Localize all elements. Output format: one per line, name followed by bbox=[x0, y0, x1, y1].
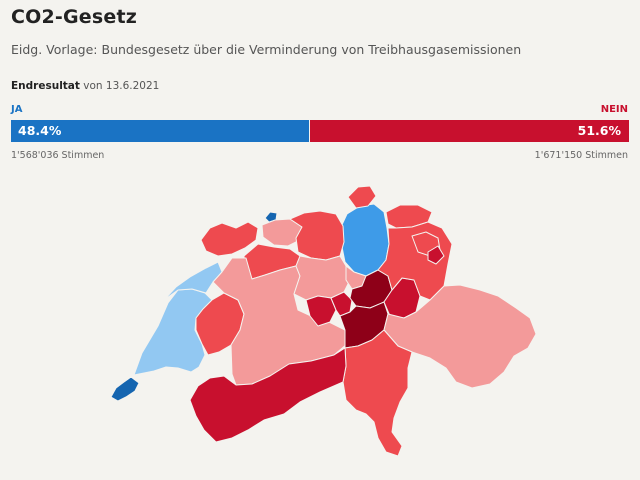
yes-votes: 1'568'036 Stimmen bbox=[11, 150, 105, 161]
no-votes: 1'671'150 Stimmen bbox=[534, 150, 628, 161]
yes-percent: 48.4% bbox=[18, 123, 62, 138]
region-tessin[interactable] bbox=[342, 329, 413, 457]
region-genf[interactable] bbox=[110, 376, 140, 402]
yes-label: JA bbox=[11, 104, 23, 115]
yes-bar-segment[interactable]: 48.4% bbox=[11, 120, 311, 142]
no-bar-segment[interactable]: 51.6% bbox=[310, 120, 629, 142]
vote-subtitle: Eidg. Vorlage: Bundesgesetz über die Ver… bbox=[11, 42, 522, 57]
region-bern[interactable] bbox=[212, 257, 348, 386]
region-jura[interactable] bbox=[200, 221, 259, 257]
result-bar[interactable]: 48.4% 51.6% bbox=[11, 120, 629, 142]
no-percent: 51.6% bbox=[577, 123, 621, 138]
region-schaffhausen[interactable] bbox=[347, 185, 377, 209]
region-aargau[interactable] bbox=[289, 210, 345, 261]
region-basel-stadt[interactable] bbox=[264, 211, 278, 223]
switzerland-result-map bbox=[110, 185, 537, 457]
result-status-line: Endresultat von 13.6.2021 bbox=[11, 80, 159, 92]
no-label: NEIN bbox=[600, 104, 628, 115]
result-status: Endresultat bbox=[11, 80, 80, 92]
page-title: CO2-Gesetz bbox=[11, 6, 138, 28]
region-appenzell-ir[interactable] bbox=[427, 245, 445, 265]
region-wallis[interactable] bbox=[189, 347, 347, 443]
result-date: von 13.6.2021 bbox=[83, 80, 160, 92]
region-obwalden[interactable] bbox=[305, 295, 337, 327]
